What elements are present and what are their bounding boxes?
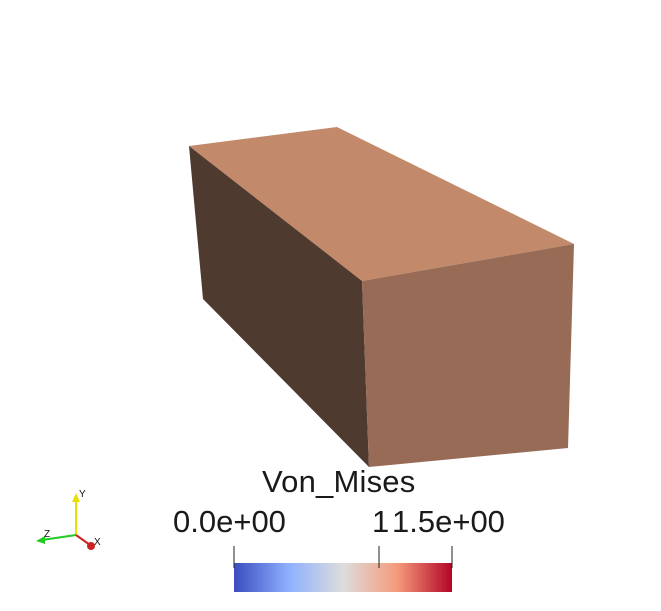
x-axis-arrow-icon: [87, 542, 95, 550]
box-front-face: [362, 244, 574, 467]
box-top-face: [189, 127, 574, 281]
z-axis-line: [41, 534, 77, 541]
y-axis-label: Y: [79, 489, 86, 500]
z-axis-label: Z: [44, 529, 51, 540]
colorbar-title: Von_Mises: [262, 464, 416, 499]
colorbar-max-label: 1.5e+00: [392, 504, 505, 539]
y-axis-arrow-icon: [72, 493, 80, 502]
colorbar: [234, 563, 452, 592]
x-axis-line: [75, 534, 91, 546]
x-axis-label: X: [94, 537, 101, 548]
box-left-face: [189, 146, 369, 467]
colorbar-min-label: 0.0e+00: [173, 504, 286, 539]
z-axis-arrow-icon: [36, 536, 45, 544]
colorbar-mid-label: 1: [372, 504, 390, 539]
orientation-axes-widget: [36, 493, 95, 550]
